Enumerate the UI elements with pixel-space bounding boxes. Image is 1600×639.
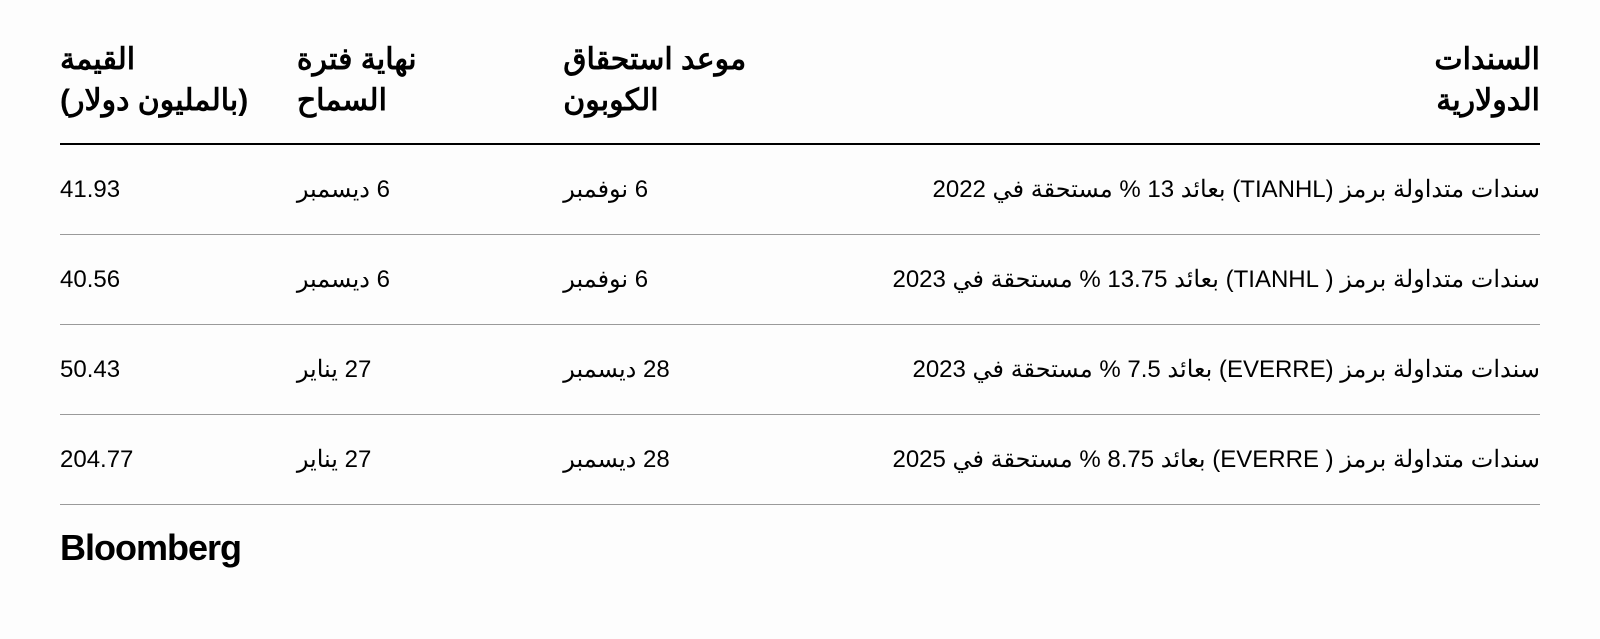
cell-value: 204.77 xyxy=(60,415,297,505)
bonds-table: السنداتالدولارية موعد استحقاقالكوبون نها… xyxy=(60,30,1540,505)
column-header-grace: نهاية فترةالسماح xyxy=(297,30,563,144)
column-header-bonds: السنداتالدولارية xyxy=(859,30,1540,144)
cell-grace: 6 ديسمبر xyxy=(297,235,563,325)
column-header-value: القيمة(بالمليون دولار) xyxy=(60,30,297,144)
cell-value: 50.43 xyxy=(60,325,297,415)
cell-grace: 6 ديسمبر xyxy=(297,144,563,235)
brand-logo: Bloomberg xyxy=(60,527,241,568)
cell-bonds: سندات متداولة برمز ( TIANHL) بعائد 13.75… xyxy=(859,235,1540,325)
cell-grace: 27 يناير xyxy=(297,415,563,505)
cell-grace: 27 يناير xyxy=(297,325,563,415)
cell-value: 41.93 xyxy=(60,144,297,235)
table-row: سندات متداولة برمز (TIANHL) بعائد 13 % م… xyxy=(60,144,1540,235)
column-header-coupon: موعد استحقاقالكوبون xyxy=(563,30,859,144)
table-row: سندات متداولة برمز ( EVERRE) بعائد 8.75 … xyxy=(60,415,1540,505)
cell-coupon: 28 ديسمبر xyxy=(563,325,859,415)
cell-bonds: سندات متداولة برمز ( EVERRE) بعائد 8.75 … xyxy=(859,415,1540,505)
table-row: سندات متداولة برمز ( TIANHL) بعائد 13.75… xyxy=(60,235,1540,325)
table-row: سندات متداولة برمز (EVERRE) بعائد 7.5 % … xyxy=(60,325,1540,415)
cell-bonds: سندات متداولة برمز (EVERRE) بعائد 7.5 % … xyxy=(859,325,1540,415)
cell-coupon: 28 ديسمبر xyxy=(563,415,859,505)
cell-coupon: 6 نوفمبر xyxy=(563,144,859,235)
cell-bonds: سندات متداولة برمز (TIANHL) بعائد 13 % م… xyxy=(859,144,1540,235)
table-header-row: السنداتالدولارية موعد استحقاقالكوبون نها… xyxy=(60,30,1540,144)
footer: Bloomberg xyxy=(60,527,1540,569)
cell-coupon: 6 نوفمبر xyxy=(563,235,859,325)
cell-value: 40.56 xyxy=(60,235,297,325)
